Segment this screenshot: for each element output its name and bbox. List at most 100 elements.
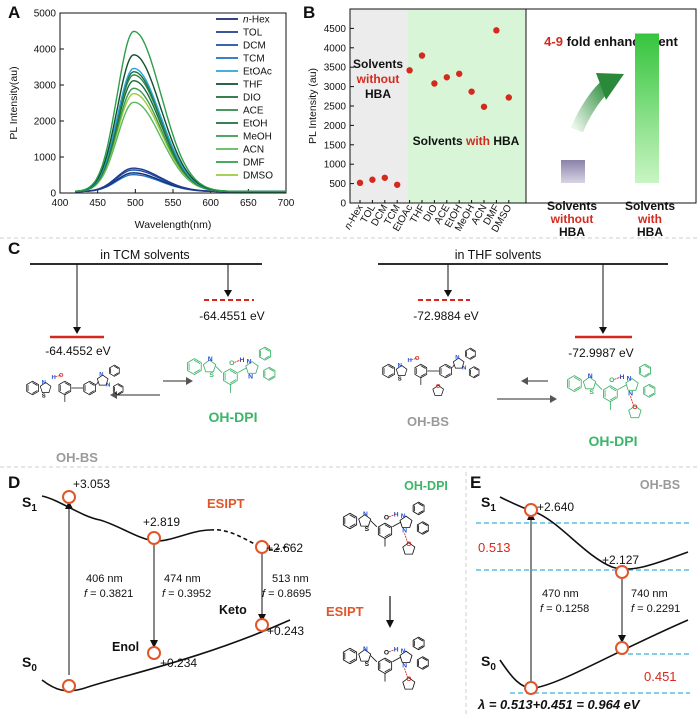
d-esipt-arrow-label: ESIPT [326,604,364,619]
bond [96,381,99,385]
d-s0-main: S [22,654,31,670]
double-bond [89,382,95,386]
d-t1-f-label: f [84,588,88,600]
hydrogen-bond [234,358,243,363]
a-xtick-label: 450 [89,198,106,209]
scatter-point [480,103,488,110]
legend-a: n-Hex TOL DCM TCM EtOAc THF DIO ACE EtOH MeOH ACN D… [216,15,273,182]
a-ytick-label: 3000 [34,81,57,92]
b-ytick-label: 3000 [324,82,347,93]
tcm-arrow-2-head [224,290,232,297]
legend-label-rest: -Hex [249,15,270,26]
spectrum-line [75,30,286,193]
ohdpi-label-tcm: OH-DPI [209,409,258,425]
benzene-ring [83,380,96,396]
atom-n: N [99,372,103,378]
benzene-ring [412,636,425,651]
panel-letter-e: E [470,473,481,492]
thf-solid-energy: -72.9987 eV [568,346,633,360]
atom-h: H [408,358,412,364]
d-molecule-enol: NSO H NNO [342,501,429,555]
ohbs-label-tcm: OH-BS [56,450,98,465]
spectra-lines [75,30,286,193]
a-xtick-label: 400 [52,198,69,209]
bond [370,520,378,528]
b-ytick-label: 2500 [324,102,347,113]
benzene-ring [416,656,429,670]
region-without-label: Solvents without HBA [353,57,403,101]
atom-n: N [462,365,466,371]
e-energy-2: +2.127 [602,553,639,567]
double-bond [268,375,275,380]
e-emission-arrow-head [618,635,626,643]
e-s1-main: S [481,494,490,510]
double-bond [418,638,424,642]
atom-o: O [436,384,441,390]
atom-n: N [208,356,213,363]
benzene-ring [638,363,652,378]
hydrogen-bond [388,648,397,653]
thiazole-ring [395,365,408,376]
scatter-point [431,80,438,87]
double-bond [573,386,581,391]
atom-n: N [627,375,632,382]
double-bond [420,365,426,369]
ohdpi-label-thf: OH-DPI [589,433,638,449]
e-state-s0-min [524,681,538,695]
double-bond [420,373,426,377]
d-energy-1: +3.053 [73,477,110,491]
benzene-ring [26,380,39,396]
scatter-point [418,52,426,59]
double-bond [264,355,270,360]
d-transition-1-f: f = 0.3821 [84,588,133,600]
legend-label: DCM [243,41,266,52]
d-transition-2-nm: 474 nm [164,573,201,585]
ohbs-label-thf: OH-BS [407,414,449,429]
a-xtick-label: 550 [165,198,182,209]
a-xtick-label: 600 [202,198,219,209]
double-bond [268,368,275,372]
d-t3-f-value: = 0.8695 [265,588,311,600]
scatter-point [456,70,463,77]
double-bond [422,657,428,661]
panel-letter-b: B [303,3,315,22]
with-prefix: Solvents [413,134,466,148]
e-s0-sub: 0 [490,662,496,673]
hydrogen-bond [411,357,418,361]
scatter-point [505,94,512,101]
d-s0-sub: 0 [31,663,37,674]
benzene-ring [412,501,425,516]
d-transition-3-f: f = 0.8695 [262,588,311,600]
imidazole-ring [399,515,413,528]
scatter-points [356,27,512,188]
e-equation-rest: = 0.513+0.451 = 0.964 eV [485,697,641,712]
d-state-s1-fc [62,490,76,504]
panel-e: E OH-BS S1 S0 +2.640 +2.127 0.513 0.451 … [470,473,690,712]
benzene-ring [187,358,202,375]
atom-o: O [229,360,235,367]
tcm-title: in TCM solvents [100,248,189,262]
legend-label: TOL [243,28,263,39]
d-molecule-keto: NSO H NNO [342,636,429,690]
legend-label: MeOH [243,132,272,143]
e-t2-f-value: = 0.2291 [634,603,680,615]
double-bond [418,645,424,649]
benzene-ring [377,522,393,539]
double-bond [470,348,475,352]
d-esipt-arrow-head [386,620,394,628]
double-bond [418,510,424,514]
e-t2-f-label: f [631,603,635,615]
benzene-ring [603,385,618,403]
double-bond [64,390,70,394]
inset-with-line2: with [637,212,662,226]
double-bond [422,530,428,534]
double-bond [384,668,391,673]
d-s1-sub: 1 [31,503,37,514]
without-line2: without [356,72,400,86]
bond [370,655,378,663]
e-s0-main: S [481,653,490,669]
double-bond [264,348,270,352]
d-s1-main: S [22,494,31,510]
legend-label: n-Hex [243,15,270,26]
